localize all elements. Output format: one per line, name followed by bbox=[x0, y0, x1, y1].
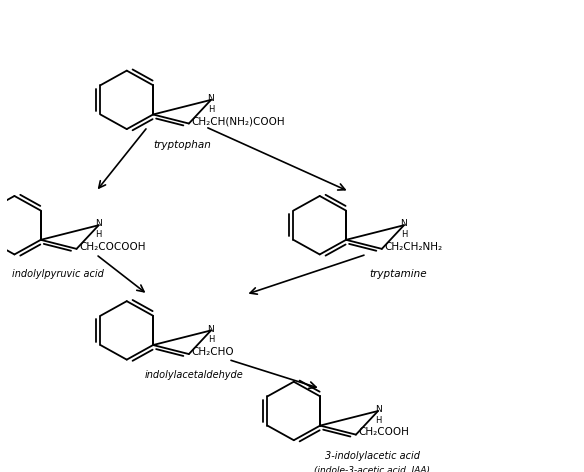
Text: H: H bbox=[375, 416, 381, 425]
Text: CH₂COCOOH: CH₂COCOOH bbox=[79, 242, 146, 252]
Text: H: H bbox=[401, 230, 407, 239]
Text: N: N bbox=[95, 219, 102, 228]
Text: indolylacetaldehyde: indolylacetaldehyde bbox=[144, 370, 243, 380]
Text: H: H bbox=[208, 335, 214, 344]
Text: N: N bbox=[208, 325, 214, 334]
Text: H: H bbox=[96, 230, 102, 239]
Text: N: N bbox=[208, 94, 214, 103]
Text: indolylpyruvic acid: indolylpyruvic acid bbox=[12, 270, 105, 279]
Text: CH₂CH(NH₂)COOH: CH₂CH(NH₂)COOH bbox=[192, 116, 286, 126]
Text: H: H bbox=[208, 105, 214, 114]
Text: N: N bbox=[375, 405, 381, 414]
Text: CH₂COOH: CH₂COOH bbox=[359, 428, 410, 438]
Text: tryptophan: tryptophan bbox=[154, 140, 211, 150]
Text: N: N bbox=[401, 219, 407, 228]
Text: CH₂CH₂NH₂: CH₂CH₂NH₂ bbox=[385, 242, 443, 252]
Text: CH₂CHO: CH₂CHO bbox=[192, 347, 234, 357]
Text: (indole-3-acetic acid, IAA): (indole-3-acetic acid, IAA) bbox=[314, 465, 430, 472]
Text: 3-indolylacetic acid: 3-indolylacetic acid bbox=[325, 451, 420, 461]
Text: tryptamine: tryptamine bbox=[370, 270, 427, 279]
